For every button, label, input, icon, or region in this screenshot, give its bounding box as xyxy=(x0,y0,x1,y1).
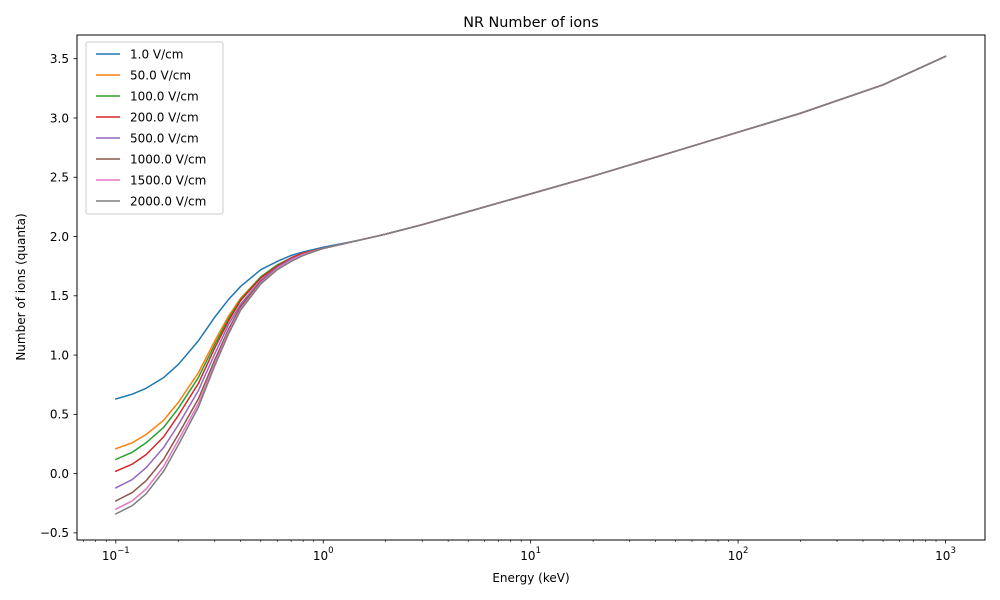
legend: 1.0 V/cm 50.0 V/cm 100.0 V/cm 200.0 V/cm 500… xyxy=(85,41,224,215)
y-tick-label: 2.0 xyxy=(50,230,69,244)
legend-label-0: 1.0 V/cm xyxy=(130,47,183,61)
legend-label-1: 50.0 V/cm xyxy=(130,68,191,82)
plot-frame xyxy=(76,34,986,541)
y-tick-label: −0.5 xyxy=(40,526,69,540)
y-axis-ticks: −0.5 0.0 0.5 1.0 1.5 2.0 2.5 3.0 3.5 xyxy=(40,52,77,540)
y-tick-label: 1.5 xyxy=(50,289,69,303)
y-tick-label: 0.0 xyxy=(50,467,69,481)
series-line-7 xyxy=(114,55,947,515)
legend-box xyxy=(85,41,224,215)
legend-label-3: 200.0 V/cm xyxy=(130,110,199,124)
y-tick-label: 3.5 xyxy=(50,52,69,66)
y-tick-label: 2.5 xyxy=(50,171,69,185)
y-tick-label: 0.5 xyxy=(50,408,69,422)
x-axis-label: Energy (keV) xyxy=(492,571,569,585)
chart-title: NR Number of ions xyxy=(463,15,599,31)
legend-label-4: 500.0 V/cm xyxy=(130,131,199,145)
y-axis-label: Number of ions (quanta) xyxy=(14,213,28,360)
y-tick-label: 1.0 xyxy=(50,348,69,362)
legend-label-5: 1000.0 V/cm xyxy=(130,152,206,166)
legend-label-6: 1500.0 V/cm xyxy=(130,173,206,187)
legend-label-7: 2000.0 V/cm xyxy=(130,194,206,208)
y-tick-label: 3.0 xyxy=(50,111,69,125)
legend-label-2: 100.0 V/cm xyxy=(130,89,199,103)
series-layer xyxy=(114,55,947,515)
